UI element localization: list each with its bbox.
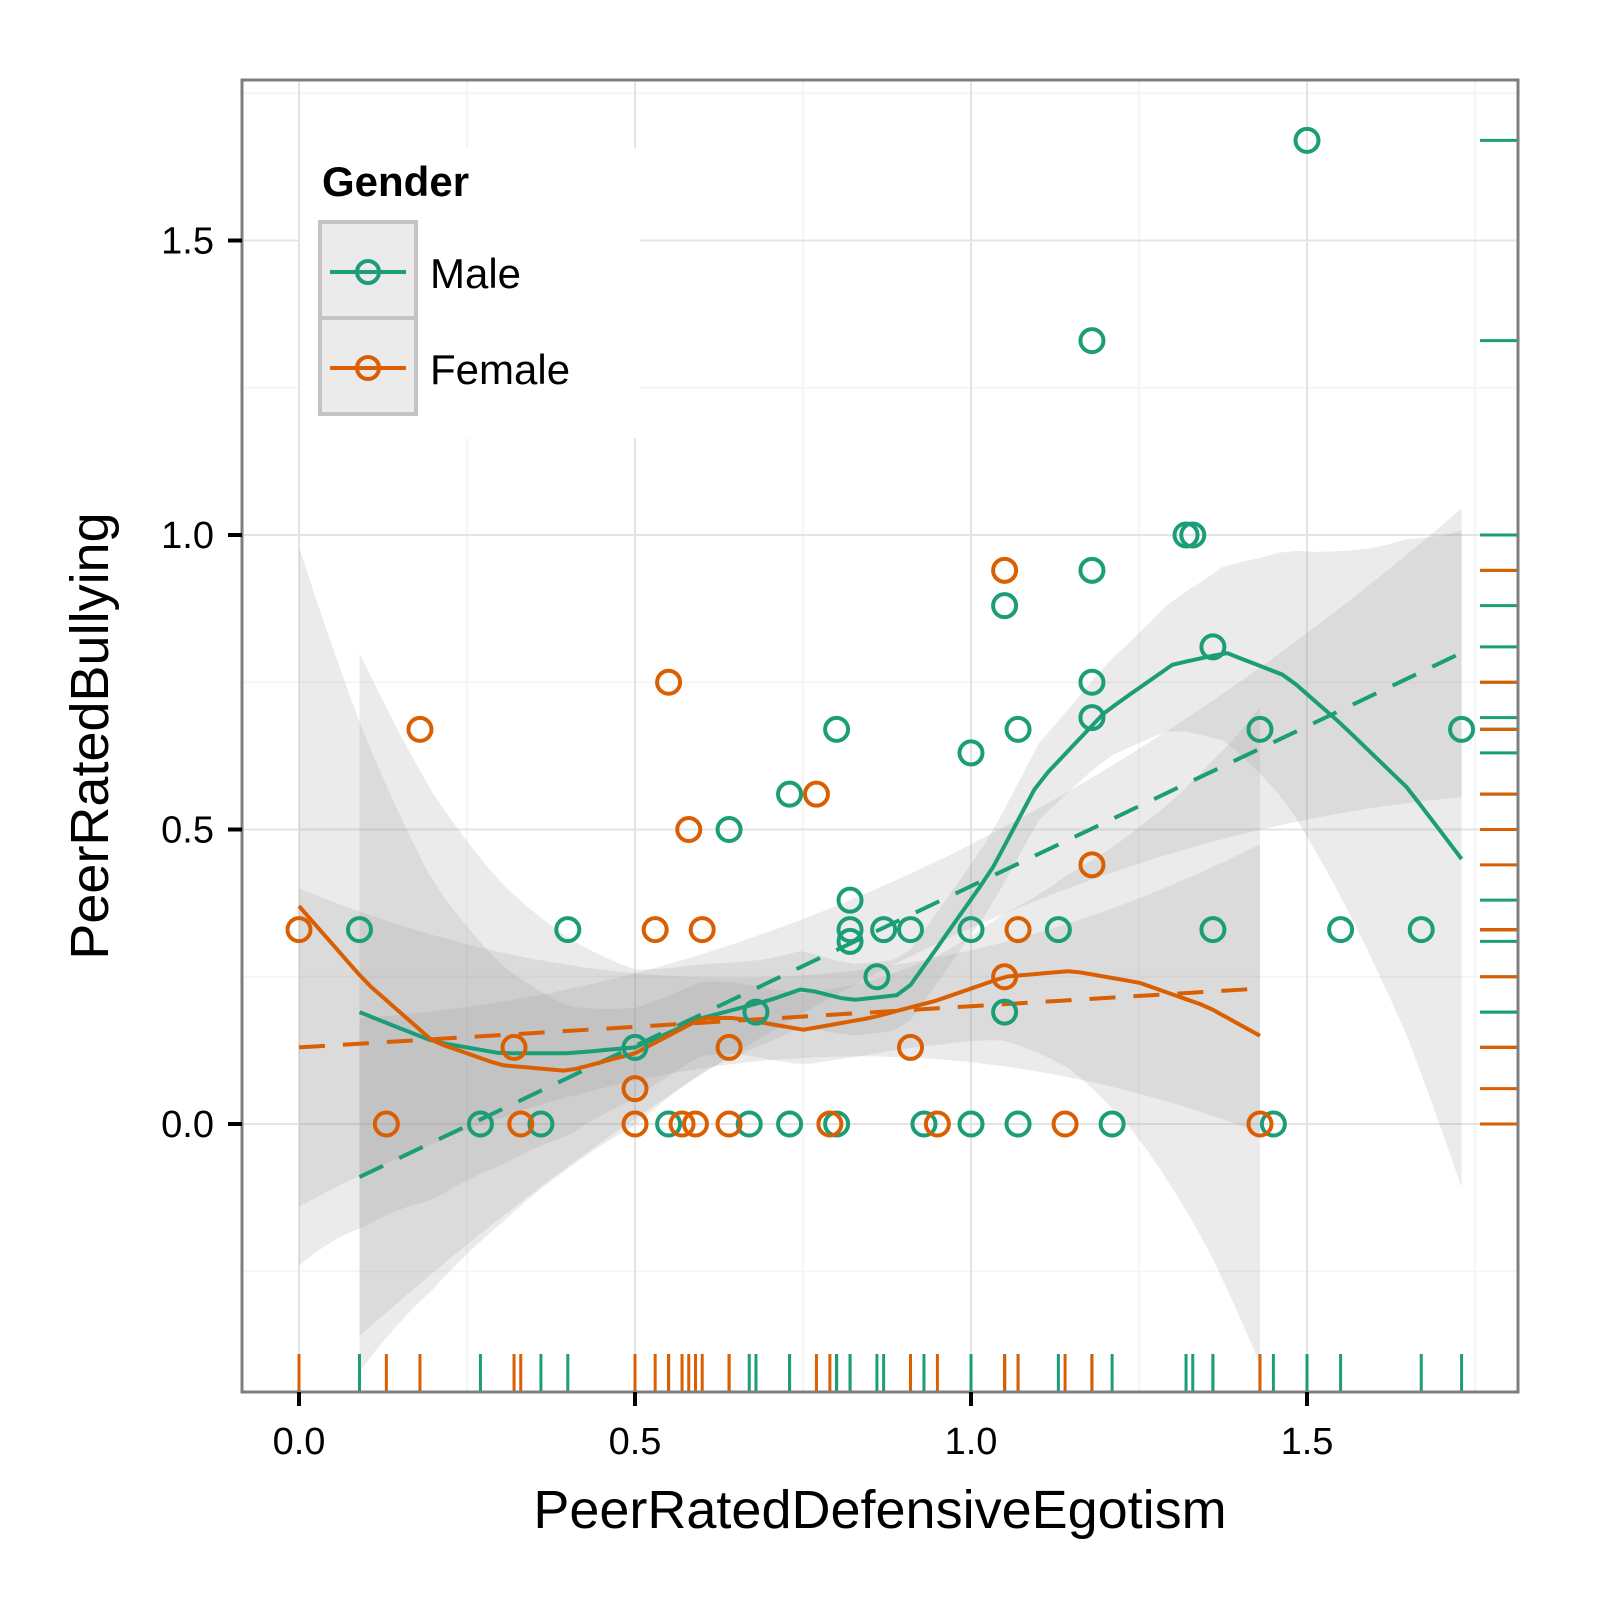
point-male <box>1327 916 1355 944</box>
point-female <box>1051 1110 1079 1138</box>
fit-lines <box>297 650 1464 1179</box>
legend-label-female: Female <box>430 346 570 393</box>
point-male <box>836 886 864 914</box>
loess-line-male <box>358 651 1464 1056</box>
point-male <box>1259 1110 1287 1138</box>
point-male <box>836 916 864 944</box>
point-female <box>1078 851 1106 879</box>
point-male <box>776 780 804 808</box>
point-male <box>776 1110 804 1138</box>
point-male <box>897 916 925 944</box>
point-male <box>1078 327 1106 355</box>
point-female <box>802 780 830 808</box>
loess-line-female <box>297 904 1261 1073</box>
point-male <box>910 1110 938 1138</box>
point-male <box>735 1110 763 1138</box>
x-axis-title: PeerRatedDefensiveEgotism <box>533 1480 1226 1540</box>
legend-marker-male <box>355 259 381 285</box>
point-male <box>1004 1110 1032 1138</box>
lm-band-male <box>359 508 1462 1336</box>
point-female <box>285 916 313 944</box>
rug-marks <box>297 138 1517 1391</box>
x-tick-label: 0.0 <box>273 1421 326 1463</box>
point-male <box>1407 916 1435 944</box>
point-male <box>836 927 864 955</box>
loess-band-female <box>299 546 1260 1365</box>
point-female <box>668 1110 696 1138</box>
legend: Gender Male Female <box>300 148 640 438</box>
point-female <box>507 1110 535 1138</box>
point-male <box>1004 715 1032 743</box>
point-female <box>655 668 683 696</box>
point-male <box>1293 126 1321 154</box>
point-male <box>1078 668 1106 696</box>
legend-title: Gender <box>322 158 469 205</box>
point-female <box>991 963 1019 991</box>
data-points <box>285 126 1476 1138</box>
point-female <box>923 1110 951 1138</box>
point-female <box>715 1110 743 1138</box>
point-female <box>621 1110 649 1138</box>
y-axis-title: PeerRatedBullying <box>60 512 120 959</box>
point-female <box>1246 1110 1274 1138</box>
y-tick-label: 0.0 <box>161 1104 214 1146</box>
point-male <box>715 816 743 843</box>
point-male <box>466 1110 494 1138</box>
point-male <box>1044 916 1072 944</box>
point-male <box>345 916 373 944</box>
point-male <box>991 998 1019 1026</box>
point-male <box>1179 521 1207 549</box>
point-male <box>863 963 891 991</box>
point-female <box>372 1110 400 1138</box>
point-female <box>675 816 703 843</box>
point-male <box>1098 1110 1126 1138</box>
legend-label-male: Male <box>430 250 521 297</box>
point-male <box>957 916 985 944</box>
point-female <box>406 715 434 743</box>
point-male <box>870 916 898 944</box>
point-male <box>1078 556 1106 584</box>
point-female <box>621 1075 649 1103</box>
legend-marker-female <box>355 355 381 381</box>
point-female <box>897 1033 925 1061</box>
point-male <box>621 1033 649 1061</box>
point-female <box>816 1110 844 1138</box>
point-female <box>688 916 716 944</box>
point-male <box>655 1110 683 1138</box>
point-male <box>1199 633 1227 661</box>
lm-line-male <box>358 650 1463 1179</box>
point-male <box>957 1110 985 1138</box>
y-tick-label: 1.0 <box>161 515 214 557</box>
point-male <box>527 1110 555 1138</box>
x-tick-label: 1.5 <box>1281 1421 1334 1463</box>
y-tick-label: 1.5 <box>161 221 214 263</box>
point-male <box>823 715 851 743</box>
x-tick-label: 0.5 <box>609 1421 662 1463</box>
panel-border <box>240 78 1520 1394</box>
point-male <box>1199 916 1227 944</box>
point-male <box>991 592 1019 620</box>
axes: 0.0 0.5 1.0 1.5 0.0 0.5 1.0 1.5 <box>161 221 1333 1464</box>
point-male <box>554 916 582 944</box>
legend-item-female: Female <box>318 316 570 416</box>
legend-item-male: Male <box>318 220 521 320</box>
point-male <box>742 998 770 1026</box>
point-female <box>715 1033 743 1061</box>
point-male <box>1078 704 1106 732</box>
point-female <box>500 1033 528 1061</box>
loess-band-male <box>359 530 1462 1372</box>
point-female <box>641 916 669 944</box>
point-male <box>1448 715 1476 743</box>
point-female <box>991 556 1019 584</box>
point-male <box>1246 715 1274 743</box>
point-female <box>681 1110 709 1138</box>
point-male <box>957 739 985 767</box>
lm-line-female <box>298 986 1261 1050</box>
y-tick-label: 0.5 <box>161 810 214 852</box>
point-female <box>1004 916 1032 944</box>
x-tick-label: 1.0 <box>945 1421 998 1463</box>
